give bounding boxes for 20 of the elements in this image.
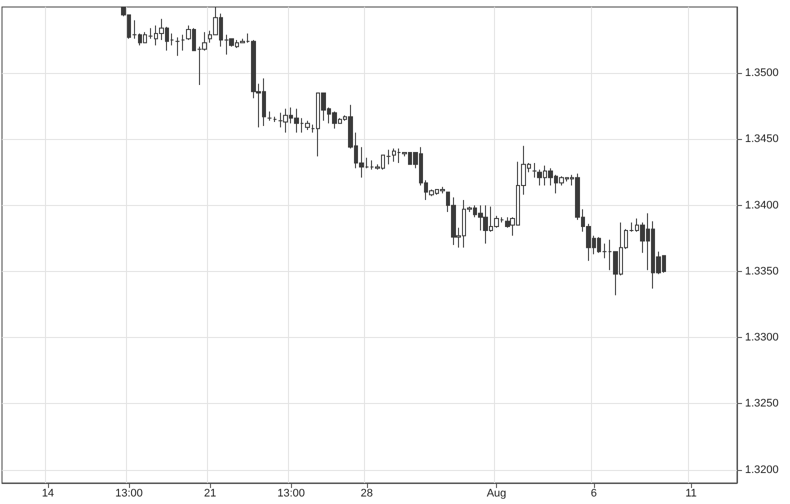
candlestick — [175, 36, 180, 56]
y-tick-label: 1.3450 — [745, 133, 779, 146]
candlestick — [267, 110, 272, 122]
x-tick-label: 13:00 — [115, 488, 143, 500]
y-tick-label: 1.3400 — [745, 199, 779, 212]
x-tick-label: 6 — [590, 488, 597, 500]
x-tick-label: 28 — [360, 488, 373, 500]
x-tick-label: 13:00 — [277, 488, 305, 500]
x-tick-label: 14 — [42, 488, 54, 500]
y-tick-label: 1.3500 — [745, 67, 779, 80]
x-tick-label: 11 — [685, 488, 697, 500]
candlestick — [532, 162, 537, 178]
y-tick-label: 1.3350 — [745, 265, 779, 278]
candlestick — [181, 34, 185, 52]
x-tick-label: Aug — [486, 488, 506, 500]
y-tick-label: 1.3250 — [745, 398, 779, 410]
y-tick-label: 1.3300 — [745, 332, 779, 344]
y-tick-label: 1.3200 — [745, 464, 779, 476]
x-tick-label: 21 — [204, 488, 216, 500]
candlestick — [273, 116, 277, 123]
